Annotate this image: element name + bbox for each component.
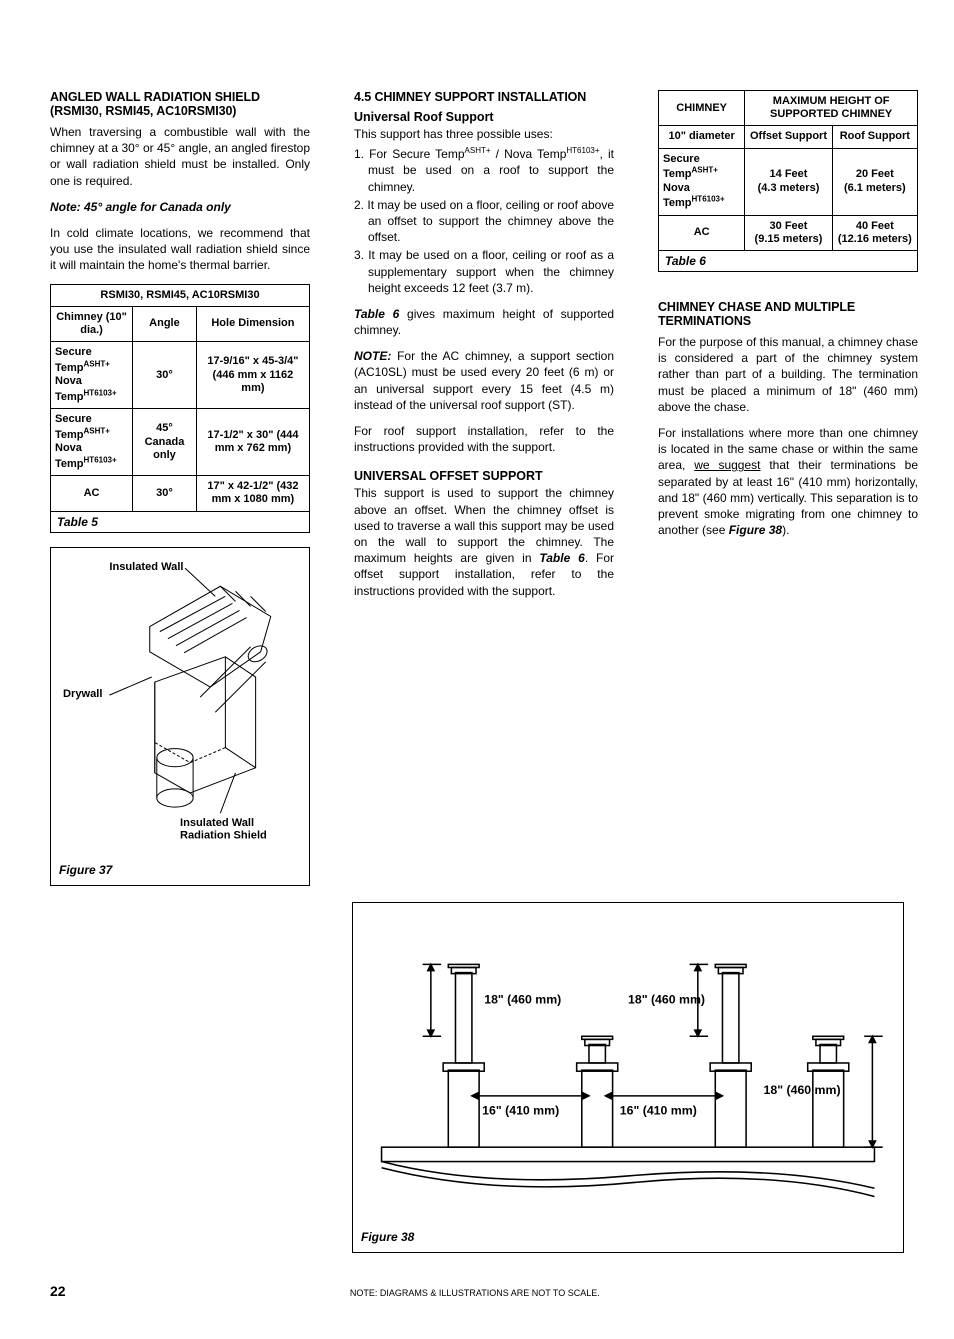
column-1: ANGLED WALL RADIATION SHIELD (RSMI30, RS…: [50, 90, 310, 886]
table-5-caption: Table 5: [50, 512, 310, 533]
c2-sub1: Universal Roof Support: [354, 110, 614, 124]
t6-h0: CHIMNEY: [659, 91, 745, 126]
three-columns: ANGLED WALL RADIATION SHIELD (RSMI30, RS…: [50, 90, 904, 886]
c3-heading: CHIMNEY CHASE AND MULTIPLE TERMINATIONS: [658, 300, 918, 328]
c1-note: Note: 45° angle for Canada only: [50, 199, 310, 215]
c1-p1: When traversing a combustible wall with …: [50, 124, 310, 189]
t5-r0c0: Secure TempASHT+ Nova TempHT6103+: [51, 342, 133, 409]
c2-p5: This support is used to support the chim…: [354, 485, 614, 598]
figure-37-box: Insulated Wall Drywall: [50, 547, 310, 887]
t5-header: RSMI30, RSMI45, AC10RSMI30: [51, 284, 310, 306]
c2-sub2: UNIVERSAL OFFSET SUPPORT: [354, 469, 614, 483]
c3-p2: For installations where more than one ch…: [658, 425, 918, 538]
page: ANGLED WALL RADIATION SHIELD (RSMI30, RS…: [50, 90, 904, 1299]
figure-37-caption: Figure 37: [59, 863, 301, 877]
c2-li1: 1. For Secure TempASHT+ / Nova TempHT610…: [354, 146, 614, 195]
c1-heading: ANGLED WALL RADIATION SHIELD (RSMI30, RS…: [50, 90, 310, 118]
page-footer: 22 NOTE: DIAGRAMS & ILLUSTRATIONS ARE NO…: [50, 1283, 904, 1299]
c2-p1: This support has three possible uses:: [354, 126, 614, 142]
t6-r2c2: 20 Feet(6.1 meters): [832, 148, 917, 215]
table-5: RSMI30, RSMI45, AC10RSMI30 Chimney (10" …: [50, 284, 310, 512]
svg-text:18" (460 mm): 18" (460 mm): [484, 992, 561, 1006]
svg-text:Insulated Wall: Insulated Wall: [109, 561, 183, 573]
page-number: 22: [50, 1283, 66, 1299]
t6-r1c1: Offset Support: [745, 126, 832, 148]
footer-note: NOTE: DIAGRAMS & ILLUSTRATIONS ARE NOT T…: [66, 1288, 884, 1298]
c2-li2: 2. It may be used on a floor, ceiling or…: [354, 197, 614, 246]
t5-r2c1: 30°: [133, 476, 197, 511]
column-3: CHIMNEY MAXIMUM HEIGHT OF SUPPORTED CHIM…: [658, 90, 918, 886]
c1-p2: In cold climate locations, we recommend …: [50, 225, 310, 274]
t5-r0c1: 30°: [133, 342, 197, 409]
figure-38-box: 18" (460 mm) 18" (460 mm) 16" (410 mm) 1…: [352, 902, 904, 1253]
svg-text:Insulated Wall Radia: Insulated Wall Radiation Shield: [180, 817, 267, 841]
figure-37-svg: Insulated Wall Drywall: [59, 556, 301, 859]
t5-r0c2: 17-9/16" x 45-3/4" (446 mm x 1162 mm): [196, 342, 309, 409]
figure-38-caption: Figure 38: [361, 1230, 895, 1244]
figure-38-wrap: 18" (460 mm) 18" (460 mm) 16" (410 mm) 1…: [352, 902, 904, 1253]
t5-col0: Chimney (10" dia.): [51, 306, 133, 341]
figure-38-svg: 18" (460 mm) 18" (460 mm) 16" (410 mm) 1…: [361, 911, 895, 1219]
c2-heading: 4.5 CHIMNEY SUPPORT INSTALLATION: [354, 90, 614, 104]
c2-p2: Table 6 gives maximum height of supporte…: [354, 306, 614, 338]
c2-list: 1. For Secure TempASHT+ / Nova TempHT610…: [354, 146, 614, 296]
t6-r2c1: 14 Feet(4.3 meters): [745, 148, 832, 215]
svg-text:18" (460 mm): 18" (460 mm): [764, 1083, 841, 1097]
table-6: CHIMNEY MAXIMUM HEIGHT OF SUPPORTED CHIM…: [658, 90, 918, 251]
t6-r1c2: Roof Support: [832, 126, 917, 148]
t5-col1: Angle: [133, 306, 197, 341]
t6-r3c2: 40 Feet(12.16 meters): [832, 215, 917, 250]
c2-p3: NOTE: For the AC chimney, a support sect…: [354, 348, 614, 413]
svg-text:16" (410 mm): 16" (410 mm): [482, 1103, 559, 1117]
t6-r1c0: 10" diameter: [659, 126, 745, 148]
t5-r1c0: Secure TempASHT+ Nova TempHT6103+: [51, 409, 133, 476]
t6-r3c0: AC: [659, 215, 745, 250]
t6-r3c1: 30 Feet(9.15 meters): [745, 215, 832, 250]
c2-li3: 3. It may be used on a floor, ceiling or…: [354, 247, 614, 296]
svg-text:Drywall: Drywall: [63, 688, 102, 700]
column-2: 4.5 CHIMNEY SUPPORT INSTALLATION Univers…: [354, 90, 614, 886]
svg-text:18" (460 mm): 18" (460 mm): [628, 992, 705, 1006]
t5-r2c0: AC: [51, 476, 133, 511]
table-6-caption: Table 6: [658, 251, 918, 272]
t5-col2: Hole Dimension: [196, 306, 309, 341]
t5-r1c2: 17-1/2" x 30" (444 mm x 762 mm): [196, 409, 309, 476]
c3-p1: For the purpose of this manual, a chimne…: [658, 334, 918, 415]
t6-r2c0: Secure TempASHT+ Nova TempHT6103+: [659, 148, 745, 215]
c2-p4: For roof support installation, refer to …: [354, 423, 614, 455]
t6-h1: MAXIMUM HEIGHT OF SUPPORTED CHIMNEY: [745, 91, 918, 126]
svg-text:16" (410 mm): 16" (410 mm): [620, 1103, 697, 1117]
t5-r2c2: 17" x 42-1/2" (432 mm x 1080 mm): [196, 476, 309, 511]
t5-r1c1: 45° Canada only: [133, 409, 197, 476]
